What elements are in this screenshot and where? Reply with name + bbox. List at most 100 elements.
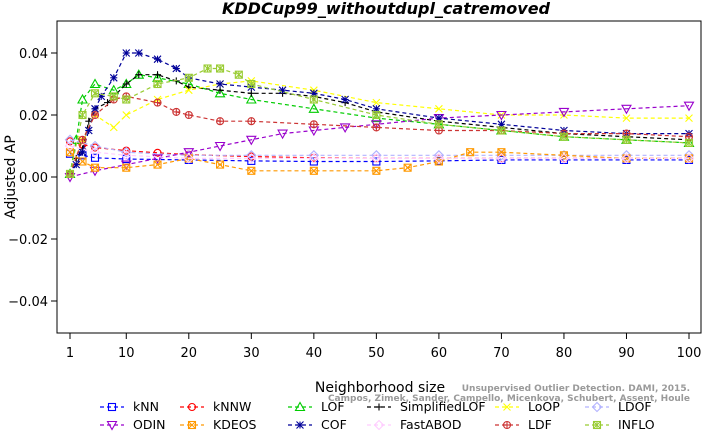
series-line-kdeos xyxy=(69,151,689,172)
point-kdeos xyxy=(309,166,318,175)
series-line-fastabod xyxy=(69,145,689,159)
legend-label: LoOP xyxy=(528,399,560,414)
point-knn xyxy=(372,157,381,166)
point-inflo xyxy=(153,79,162,89)
point-ldof xyxy=(683,150,695,161)
point-odin xyxy=(152,154,163,165)
point-inflo xyxy=(90,89,100,98)
point-cof xyxy=(122,49,131,57)
point-knnw xyxy=(153,148,162,157)
point-kdeos xyxy=(65,148,75,157)
legend-item-simplifiedlof: SimplifiedLOF xyxy=(367,399,486,414)
point-odin xyxy=(621,104,632,115)
x-tick-label: 30 xyxy=(243,346,260,361)
point-fastabod xyxy=(308,153,320,164)
point-inflo xyxy=(309,95,318,104)
point-inflo xyxy=(622,135,631,144)
point-fastabod xyxy=(371,153,382,164)
x-tick-label: 10 xyxy=(118,346,135,361)
point-fastabod xyxy=(683,153,695,164)
point-odin xyxy=(277,129,289,140)
point-ldf xyxy=(372,123,381,132)
legend-marker xyxy=(107,402,117,412)
legend: kNN kNNW LOF SimplifiedLOF LoOP LDOF ODIN KDEOS… xyxy=(100,399,655,432)
point-inflo xyxy=(497,126,506,135)
point-kdeos xyxy=(122,163,131,172)
point-inflo xyxy=(78,110,87,120)
legend-item-lof: LOF xyxy=(288,399,345,414)
point-knn xyxy=(309,157,318,166)
point-inflo xyxy=(559,132,568,141)
y-tick-label: −0.04 xyxy=(8,295,48,310)
point-fastabod xyxy=(496,153,507,164)
point-loop xyxy=(435,104,443,113)
point-odin xyxy=(683,101,695,112)
legend-marker xyxy=(296,421,304,429)
point-kdeos xyxy=(216,160,225,169)
legend-marker xyxy=(592,420,602,430)
x-tick-label: 90 xyxy=(618,346,635,361)
y-tick-label: −0.02 xyxy=(8,233,48,248)
point-ldf xyxy=(309,120,318,129)
y-tick-label: 0.04 xyxy=(19,47,48,62)
point-ldf xyxy=(216,117,225,126)
point-odin xyxy=(558,107,570,118)
point-kdeos xyxy=(372,166,381,175)
point-inflo xyxy=(109,92,118,101)
point-fastabod xyxy=(89,146,101,158)
legend-marker xyxy=(591,401,603,413)
point-loop xyxy=(122,111,131,119)
point-kdeos xyxy=(497,148,506,157)
watermark: Unsupervised Outlier Detection. DAMI, 20… xyxy=(328,384,690,404)
legend-label: KDEOS xyxy=(213,417,257,432)
point-simplifiedlof xyxy=(216,86,224,94)
point-inflo xyxy=(434,120,443,129)
point-ldof xyxy=(89,140,101,152)
legend-item-ldf: LDF xyxy=(495,417,552,432)
point-ldf xyxy=(78,135,87,144)
legend-label: INFLO xyxy=(618,417,655,432)
legend-marker xyxy=(187,402,197,412)
point-lof xyxy=(89,78,101,89)
series-fastabod xyxy=(64,140,695,164)
x-tick-label: 1 xyxy=(66,346,74,361)
point-fastabod xyxy=(433,153,445,164)
x-tick-label: 60 xyxy=(431,346,448,361)
point-cof xyxy=(153,55,162,64)
point-ldof xyxy=(183,150,195,161)
point-loop xyxy=(184,86,193,95)
legend-item-loop: LoOP xyxy=(495,399,560,414)
point-ldof xyxy=(64,134,76,146)
point-ldof xyxy=(371,150,382,161)
point-lof xyxy=(308,103,320,113)
legend-label: FastABOD xyxy=(400,417,462,432)
legend-marker xyxy=(373,419,385,431)
legend-label: ODIN xyxy=(133,417,166,432)
point-ldf xyxy=(90,110,100,120)
point-ldf xyxy=(184,110,193,120)
point-cof xyxy=(216,80,224,88)
legend-label: LOF xyxy=(321,399,345,414)
chart-title: KDDCup99_withoutdupl_catremoved xyxy=(222,0,551,18)
point-kdeos xyxy=(403,163,412,172)
y-tick-label: 0.00 xyxy=(19,171,48,186)
legend-marker xyxy=(375,403,383,411)
point-fastabod xyxy=(558,153,570,164)
series-inflo xyxy=(65,64,694,178)
point-fastabod xyxy=(183,153,195,164)
point-cof xyxy=(341,95,350,104)
watermark-line-1: Unsupervised Outlier Detection. DAMI, 20… xyxy=(462,384,690,394)
legend-item-knn: kNN xyxy=(100,399,159,414)
point-fastabod xyxy=(64,140,76,152)
series-line-odin xyxy=(69,105,690,178)
legend-item-knnw: kNNW xyxy=(180,399,251,414)
point-inflo xyxy=(684,138,694,147)
point-loop xyxy=(109,123,118,132)
point-inflo xyxy=(234,70,243,79)
legend-marker xyxy=(294,401,306,412)
legend-label: COF xyxy=(321,417,347,432)
point-cof xyxy=(72,160,81,169)
point-odin xyxy=(245,135,257,146)
point-odin xyxy=(183,148,195,158)
point-lof xyxy=(77,93,88,104)
